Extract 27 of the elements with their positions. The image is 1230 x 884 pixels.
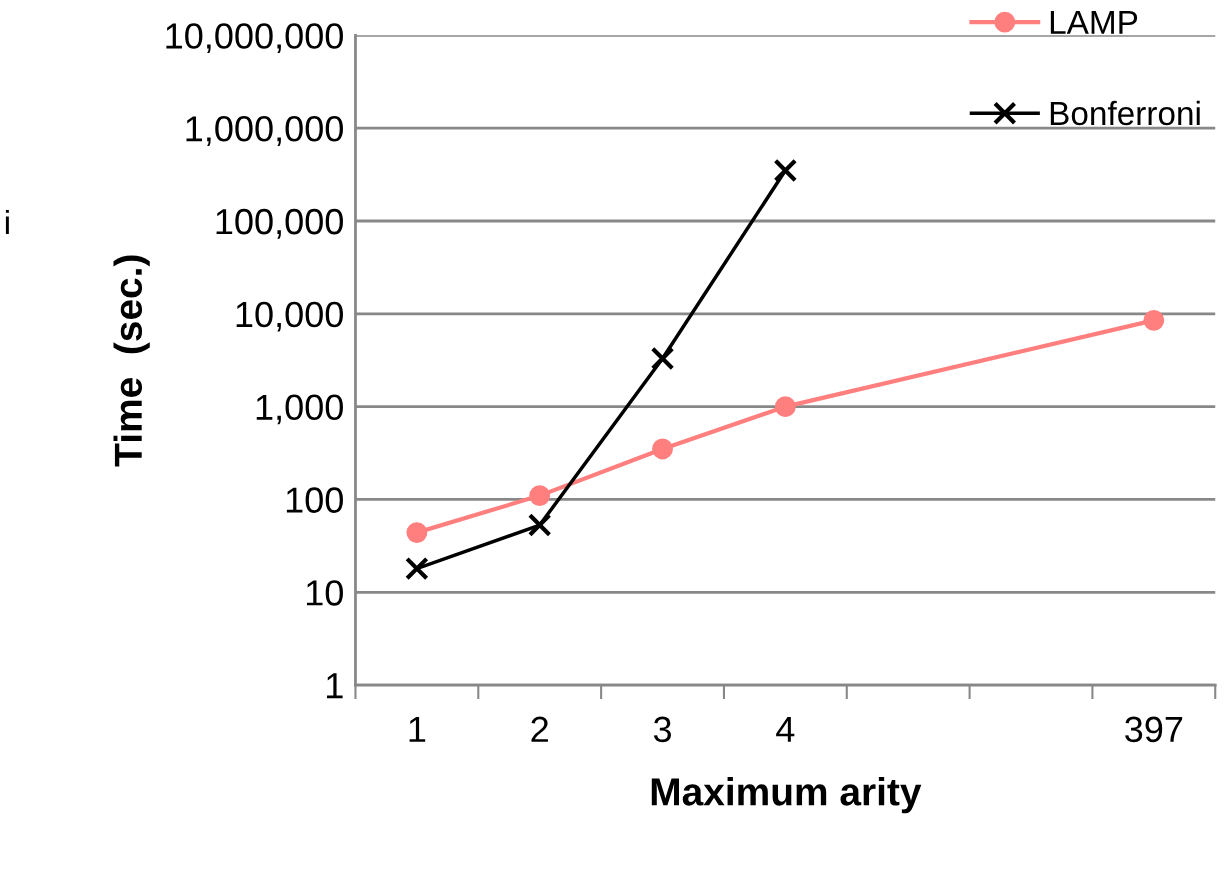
point [406,522,428,543]
legend-label: LAMP [1050,10,1138,34]
x-tick-label: 2 [531,716,548,742]
point [1143,309,1165,331]
y-tick-label: 10,000,000 [166,23,343,54]
point [405,556,429,581]
x-tick-label: 4 [776,716,795,742]
x-tick-label: 1 [409,716,426,742]
y-tick-label: 1,000 [256,394,343,425]
x-tick-label: 3 [653,716,671,743]
point [774,396,796,418]
y-tick-label: 1 [327,673,343,699]
point [773,158,798,183]
text: i [5,209,9,235]
x-tick-label: 397 [1125,716,1183,743]
y-tick-label: 10 [306,580,343,606]
y-tick-label: 100 [286,487,343,513]
x-axis-title: Maximum arity [651,777,922,814]
point [529,485,551,507]
y-axis-title: Time (sec.) [113,255,150,467]
y-tick-label: 1,000,000 [186,116,343,146]
point [650,346,675,371]
y-tick-label: 10,000 [236,301,343,332]
point [652,438,673,460]
point [527,513,552,537]
legend-label: Bonferroni [1050,100,1200,126]
y-tick-label: 100,000 [216,208,343,239]
